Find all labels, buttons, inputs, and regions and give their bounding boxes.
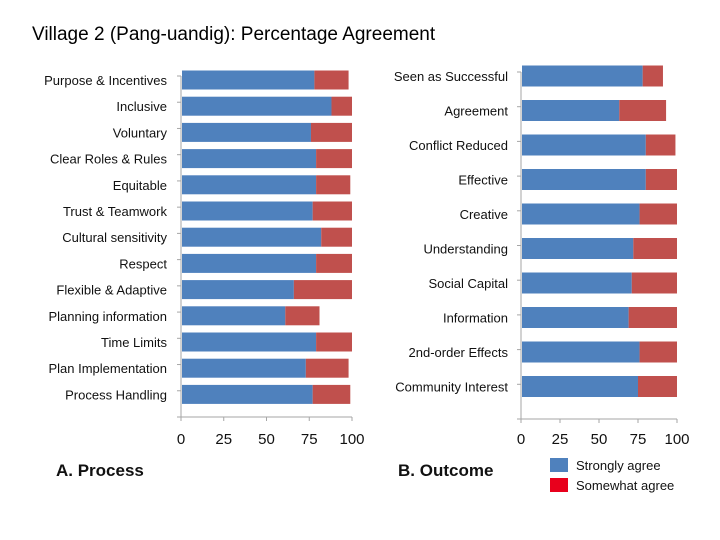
chart-title: Village 2 (Pang-uandig): Percentage Agre… [32,24,436,45]
outcome-x-tick-label: 0 [517,431,525,448]
process-bar-somewhat [285,306,320,326]
outcome-x-tick-label: 75 [630,431,647,448]
outcome-bar-strongly [522,169,646,190]
process-category-label: Planning information [48,309,167,324]
process-bar-strongly [182,384,313,404]
chart-a-caption: A. Process [56,461,144,480]
outcome-category-label: Creative [460,207,508,222]
process-x-tick-label: 75 [301,431,318,448]
outcome-category-label: Social Capital [429,276,509,291]
outcome-bar-somewhat [631,272,677,294]
process-bar-strongly [182,280,294,300]
process-bar-somewhat [305,358,349,378]
process-bar-somewhat [293,280,352,300]
chart-b-caption: B. Outcome [398,461,494,480]
process-category-label: Voluntary [113,125,168,140]
legend-swatch-strongly [550,458,568,472]
process-bar-strongly [182,70,315,90]
legend: Strongly agree Somewhat agree [550,455,674,495]
outcome-bar-somewhat [642,65,663,87]
outcome-bar-somewhat [639,341,677,363]
outcome-bar-somewhat [619,100,667,121]
process-category-label: Equitable [113,178,167,193]
outcome-bar-strongly [522,65,643,87]
process-bar-somewhat [312,384,351,404]
process-bar-somewhat [331,96,352,116]
legend-label-strongly: Strongly agree [576,457,661,473]
process-bar-strongly [182,201,313,221]
outcome-bar-strongly [522,307,629,328]
outcome-bar-strongly [522,272,632,294]
process-bar-strongly [182,332,317,352]
process-category-label: Inclusive [116,99,167,114]
outcome-bar-strongly [522,100,620,121]
outcome-bar-somewhat [638,376,677,397]
outcome-bar-strongly [522,341,640,363]
outcome-category-label: Understanding [423,242,508,257]
process-category-label: Cultural sensitivity [62,230,167,245]
legend-label-somewhat: Somewhat agree [576,477,675,493]
process-bar-strongly [182,253,317,273]
outcome-bar-somewhat [645,169,677,190]
process-bar-somewhat [316,175,351,195]
process-bar-strongly [182,227,322,247]
outcome-bar-strongly [522,134,646,156]
outcome-category-label: Information [443,311,508,326]
outcome-category-label: Community Interest [395,380,508,395]
outcome-bar-strongly [522,376,638,397]
process-bar-somewhat [316,253,352,273]
process-category-label: Plan Implementation [48,361,167,376]
outcome-x-tick-label: 100 [664,431,689,448]
process-bar-strongly [182,306,286,326]
process-category-label: Flexible & Adaptive [56,283,167,298]
outcome-category-label: Effective [458,173,508,188]
outcome-bar-somewhat [645,134,676,156]
process-category-label: Purpose & Incentives [44,73,167,88]
process-category-label: Clear Roles & Rules [50,152,168,167]
process-category-label: Respect [119,256,167,271]
process-bar-strongly [182,96,332,116]
process-x-tick-label: 0 [177,431,185,448]
process-category-label: Time Limits [101,335,167,350]
process-bar-strongly [182,175,317,195]
process-bar-somewhat [312,201,352,221]
outcome-bar-strongly [522,203,640,225]
outcome-category-label: Seen as Successful [394,69,508,84]
legend-item-strongly: Strongly agree [550,455,674,475]
outcome-bar-somewhat [639,203,677,225]
process-bar-somewhat [314,70,349,90]
process-bar-strongly [182,149,317,169]
process-bar-strongly [182,122,311,142]
process-bar-somewhat [321,227,352,247]
outcome-bar-strongly [522,238,634,259]
process-category-label: Trust & Teamwork [63,204,168,219]
process-bar-somewhat [310,122,352,142]
legend-swatch-somewhat [550,478,568,492]
process-x-tick-label: 50 [258,431,275,448]
process-x-tick-label: 100 [339,431,364,448]
outcome-category-label: Conflict Reduced [409,138,508,153]
outcome-category-label: 2nd-order Effects [409,345,509,360]
process-x-tick-label: 25 [215,431,232,448]
process-category-label: Process Handling [65,387,167,402]
outcome-category-label: Agreement [444,104,508,119]
process-bar-somewhat [316,332,352,352]
outcome-x-tick-label: 25 [552,431,569,448]
outcome-bar-somewhat [633,238,677,259]
outcome-bar-somewhat [628,307,677,328]
outcome-x-tick-label: 50 [591,431,608,448]
legend-item-somewhat: Somewhat agree [550,475,674,495]
process-bar-somewhat [316,149,352,169]
process-bar-strongly [182,358,306,378]
